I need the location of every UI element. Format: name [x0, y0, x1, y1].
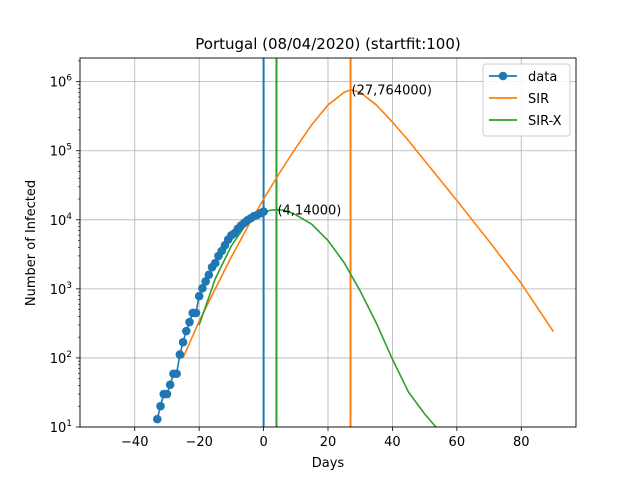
series-line-SIR [182, 88, 555, 359]
data-point [191, 308, 201, 318]
data-point [152, 414, 162, 424]
x-tick-label: 0 [259, 435, 267, 450]
data-point [198, 283, 207, 293]
plot-clipped [152, 58, 555, 427]
y-tick-exponent: 5 [66, 143, 72, 153]
y-tick-exponent: 2 [66, 350, 72, 360]
x-axis-title: Days [312, 456, 345, 471]
legend-label: data [528, 70, 557, 85]
data-point [181, 326, 191, 336]
y-tick-base: 10 [50, 214, 67, 229]
data-point [178, 337, 188, 347]
y-tick-base: 10 [50, 352, 67, 367]
y-tick-label: 104 [50, 212, 73, 229]
y-tick-base: 10 [50, 76, 67, 91]
legend-box [482, 63, 571, 137]
y-tick-exponent: 4 [66, 212, 72, 222]
y-tick-label: 105 [50, 143, 72, 160]
legend: data SIR SIR-X [482, 63, 571, 137]
x-tick-label: 40 [384, 435, 401, 450]
data-point [204, 270, 214, 280]
y-tick-label: 102 [50, 350, 72, 367]
data-point [259, 207, 268, 216]
data-point [172, 369, 181, 379]
x-tick-label: 20 [320, 435, 337, 450]
data-point [165, 380, 175, 389]
x-axis-ticks: −40 −20 0 20 40 60 80 [121, 427, 530, 450]
legend-label: SIR [528, 92, 549, 107]
data-point [156, 401, 165, 411]
y-tick-base: 10 [50, 283, 67, 298]
legend-label: SIR-X [528, 114, 562, 129]
data-point [194, 291, 204, 301]
axes-frame [79, 57, 577, 428]
y-tick-base: 10 [50, 145, 67, 160]
y-tick-exponent: 3 [66, 281, 72, 291]
annotation-label: (27,764000) [352, 84, 432, 99]
annotation-label: (4,14000) [277, 204, 341, 219]
plot-area: −40 −20 0 20 40 60 80101102103104105106(27,764… [50, 57, 577, 450]
y-tick-exponent: 1 [66, 419, 72, 429]
x-tick-label: 60 [449, 435, 466, 450]
data-point [210, 258, 220, 268]
y-axis-title: Number of Infected [24, 180, 39, 306]
y-tick-label: 106 [50, 74, 73, 91]
x-tick-label: −20 [185, 435, 212, 450]
data-point [185, 317, 194, 327]
y-tick-base: 10 [50, 421, 67, 436]
chart-title: Portugal (08/04/2020) (startfit:100) [195, 35, 460, 53]
data-point [201, 277, 210, 286]
x-tick-label: 80 [513, 435, 530, 450]
legend-swatch-marker [498, 71, 508, 81]
x-tick-label: −40 [121, 435, 148, 450]
y-tick-label: 101 [50, 419, 72, 436]
y-tick-label: 103 [50, 281, 72, 298]
data-point [162, 389, 172, 399]
data-point [175, 350, 185, 359]
y-tick-exponent: 6 [66, 74, 72, 84]
